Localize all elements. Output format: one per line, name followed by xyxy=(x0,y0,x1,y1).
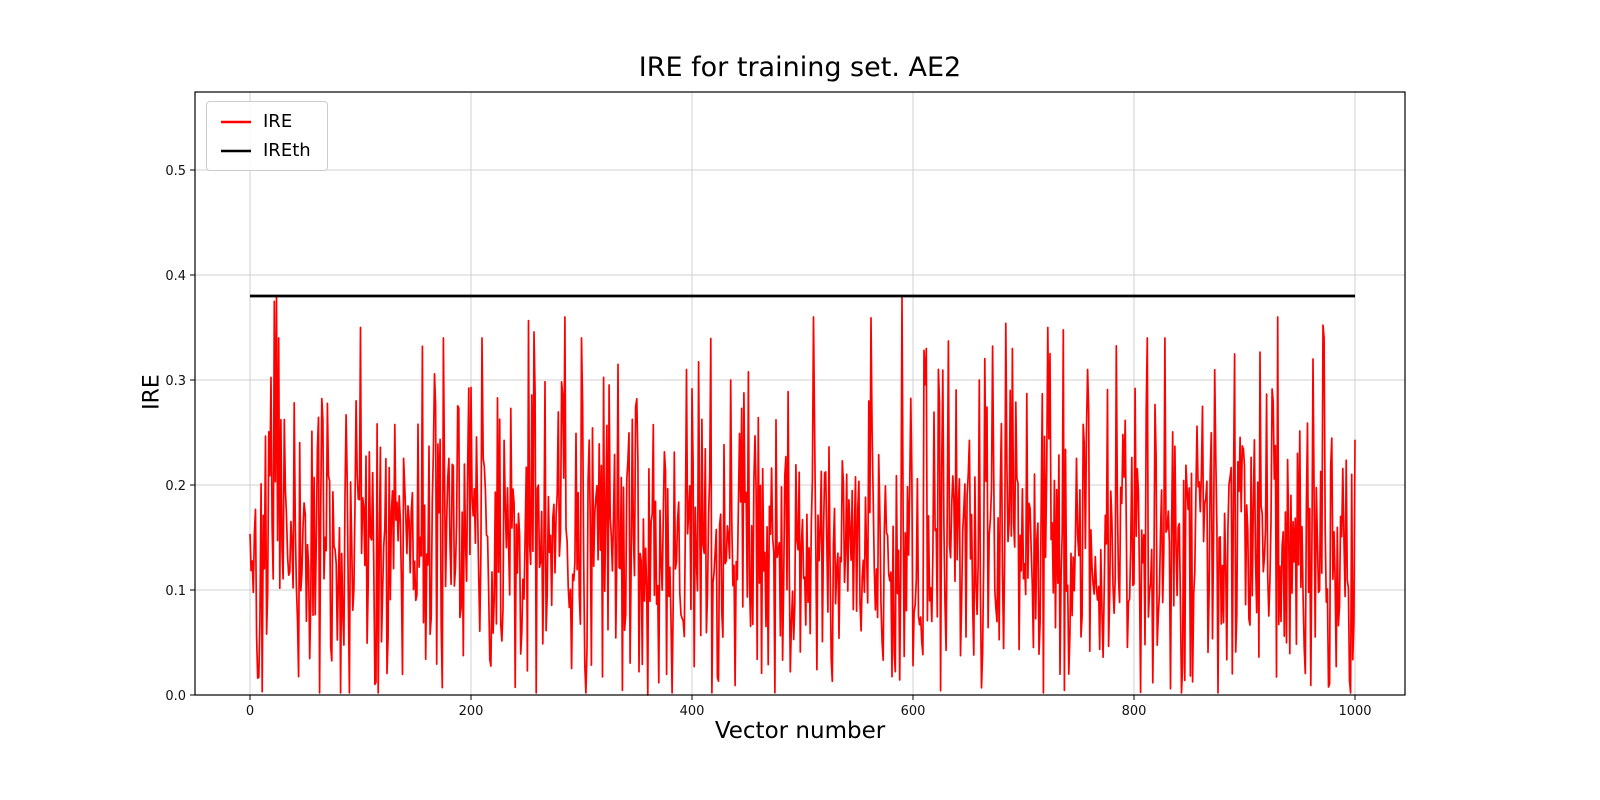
legend-entry-ire: IRE xyxy=(219,111,311,132)
legend-label-ireth: IREth xyxy=(263,140,311,161)
x-tick-label: 0 xyxy=(246,704,254,719)
y-tick-label: 0.4 xyxy=(165,269,186,284)
x-tick-label: 400 xyxy=(680,704,705,719)
y-tick-label: 0.1 xyxy=(165,584,186,599)
x-axis-label: Vector number xyxy=(714,718,886,744)
ire-series-line xyxy=(249,295,1356,696)
ire-line-swatch xyxy=(221,120,251,123)
axes-border xyxy=(194,91,1406,696)
legend-entry-ireth: IREth xyxy=(219,140,311,161)
x-tick-label: 600 xyxy=(901,704,926,719)
x-tick-label: 800 xyxy=(1122,704,1147,719)
y-tick-label: 0.0 xyxy=(165,689,186,704)
series-layer xyxy=(249,294,1356,696)
tick-labels: 0 200 400 600 800 1000 0.0 0.1 0.2 0.3 0.4 0.5 xyxy=(165,164,1371,719)
x-tick-label: 1000 xyxy=(1338,704,1371,719)
y-tick-label: 0.5 xyxy=(165,164,186,179)
x-tick-label: 200 xyxy=(459,704,484,719)
y-tick-label: 0.3 xyxy=(165,374,186,389)
legend-label-ire: IRE xyxy=(263,111,293,132)
y-tick-label: 0.2 xyxy=(165,479,186,494)
chart-title: IRE for training set. AE2 xyxy=(638,52,962,83)
axes-frame xyxy=(194,91,1406,696)
ireth-line-swatch xyxy=(221,149,251,152)
legend: IRE IREth xyxy=(206,101,328,171)
